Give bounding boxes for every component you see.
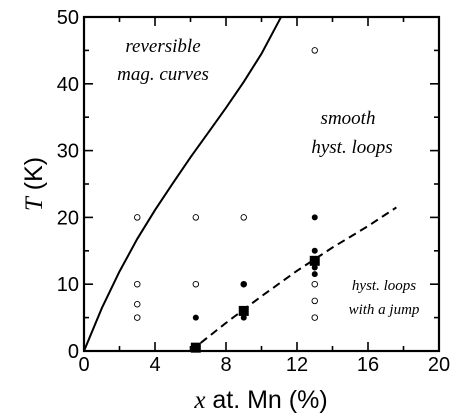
point-filled-circle [311, 271, 318, 278]
x-tick-label: 20 [428, 354, 450, 376]
x-tick-label: 0 [78, 354, 89, 376]
point-open-circle [192, 280, 200, 288]
point-open-circle [311, 280, 319, 288]
boundary-solid-line [84, 17, 283, 351]
point-filled-circle [192, 314, 199, 321]
data-points [133, 47, 320, 353]
point-open-circle [133, 214, 141, 221]
point-filled-circle [311, 214, 318, 221]
point-filled-circle [240, 281, 247, 288]
x-tick-label: 16 [357, 354, 379, 376]
x-axis-title: x at. Mn (%) [193, 386, 327, 414]
annotation-jump-line1: hyst. loops [352, 278, 416, 294]
point-open-circle [192, 214, 200, 221]
boundary-curves [84, 17, 397, 351]
annotation-smooth-line1: smooth [321, 108, 376, 129]
y-axis-title: T (K) [20, 157, 48, 211]
x-tick-label: 8 [220, 354, 231, 376]
y-tick-labels: 0 10 20 30 40 50 [57, 7, 79, 363]
point-filled-square [238, 305, 249, 316]
point-open-circle [311, 297, 319, 305]
point-open-circle [311, 47, 319, 54]
point-filled-circle [240, 314, 247, 321]
annotation-reversible-line2: mag. curves [117, 64, 209, 85]
point-filled-circle [311, 247, 318, 254]
annotation-jump-line2: with a jump [349, 302, 420, 318]
point-filled-circle [311, 264, 318, 271]
annotation-smooth-line2: hyst. loops [311, 137, 392, 158]
x-tick-label: 4 [149, 354, 160, 376]
point-filled-square [190, 342, 201, 353]
point-open-circle [133, 280, 141, 288]
y-tick-label: 10 [57, 274, 79, 296]
y-tick-label: 40 [57, 74, 79, 96]
boundary-dashed-line [189, 206, 397, 351]
x-tick-label: 12 [286, 354, 308, 376]
point-filled-square [309, 255, 320, 266]
y-tick-label: 0 [68, 341, 79, 363]
y-tick-label: 20 [57, 207, 79, 229]
y-tick-label: 50 [57, 7, 79, 29]
point-open-circle [133, 314, 141, 321]
point-open-circle [133, 300, 141, 308]
point-open-circle [240, 214, 247, 221]
annotation-reversible-line1: reversible [125, 36, 200, 57]
x-tick-labels: 0 4 8 12 16 20 [78, 354, 450, 376]
y-tick-label: 30 [57, 141, 79, 163]
axis-ticks [83, 16, 440, 352]
point-open-circle [311, 314, 319, 321]
